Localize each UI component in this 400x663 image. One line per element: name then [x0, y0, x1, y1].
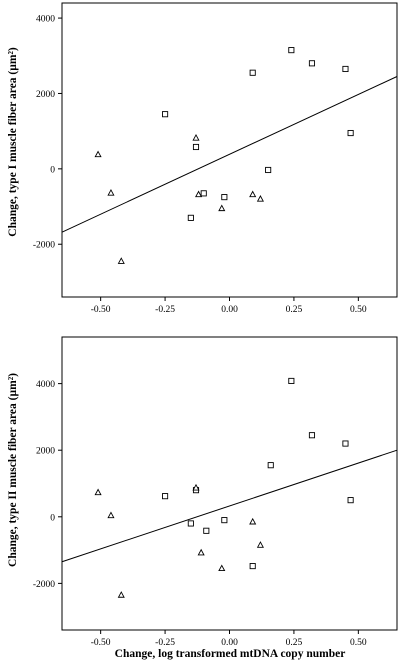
square-point [221, 517, 228, 524]
plot-frame [61, 336, 398, 631]
triangle-point [249, 517, 257, 525]
y-tick-label: -2000 [33, 580, 55, 590]
square-point [288, 377, 295, 385]
y-tick-label: 4000 [36, 15, 55, 25]
square-point [192, 143, 200, 151]
triangle-point [192, 483, 200, 491]
y-tick-label: 0 [50, 513, 55, 523]
chart-type-ii-fiber-area: Change, type II muscle fiber area (µm²) … [7, 336, 398, 648]
plot-frame [61, 2, 398, 298]
square-point [200, 190, 207, 197]
square-point [347, 497, 354, 504]
square-point [221, 194, 228, 201]
y-tick-label: -2000 [33, 241, 55, 251]
y-tick-label: 2000 [36, 90, 55, 100]
x-axis-title: Change, log transformed mtDNA copy numbe… [115, 648, 346, 660]
y-tick-label: 2000 [36, 447, 55, 457]
triangle-point [107, 511, 115, 519]
y-tick-label: 4000 [36, 380, 55, 390]
regression-line [61, 449, 398, 563]
triangle-point [107, 189, 115, 196]
square-point [187, 520, 194, 527]
triangle-point [218, 204, 226, 212]
triangle-point [192, 133, 200, 141]
y-tick-label: 0 [50, 165, 55, 175]
x-tick-label: 0.50 [350, 305, 367, 315]
y-axis-title-type-ii: Change, type II muscle fiber area (µm²) [7, 373, 19, 567]
regression-line [61, 76, 398, 233]
x-tick-label: -0.50 [91, 305, 111, 315]
triangle-point [195, 190, 203, 198]
square-point [267, 462, 274, 469]
x-tick-label: -0.25 [155, 638, 175, 648]
square-point [342, 65, 349, 73]
x-tick-label: -0.25 [155, 305, 175, 315]
square-point [187, 214, 194, 221]
square-point [288, 47, 295, 54]
square-point [347, 129, 354, 137]
chart-type-i-fiber-area: Change, type I muscle fiber area (µm²) -… [7, 2, 398, 315]
square-point [249, 563, 256, 570]
square-point [308, 60, 316, 67]
triangle-point [94, 150, 102, 158]
square-point [203, 527, 210, 534]
square-point [162, 111, 169, 118]
square-point [265, 166, 272, 174]
x-tick-label: 0.00 [221, 305, 238, 315]
x-tick-label: -0.50 [91, 638, 111, 648]
triangle-point [94, 488, 102, 496]
x-tick-label: 0.25 [286, 305, 303, 315]
triangle-point [249, 190, 257, 198]
y-axis-title-type-i: Change, type I muscle fiber area (µm²) [7, 47, 19, 237]
triangle-point [117, 257, 125, 264]
square-point [342, 440, 349, 447]
triangle-point [117, 591, 125, 598]
triangle-point [218, 564, 226, 572]
square-point [162, 493, 169, 500]
x-tick-label: 0.25 [286, 638, 303, 648]
x-tick-label: 0.00 [221, 638, 238, 648]
square-point [308, 432, 316, 439]
square-point [249, 69, 256, 76]
triangle-point [256, 195, 264, 202]
triangle-point [197, 548, 205, 556]
x-tick-label: 0.50 [350, 638, 367, 648]
triangle-point [256, 541, 264, 548]
